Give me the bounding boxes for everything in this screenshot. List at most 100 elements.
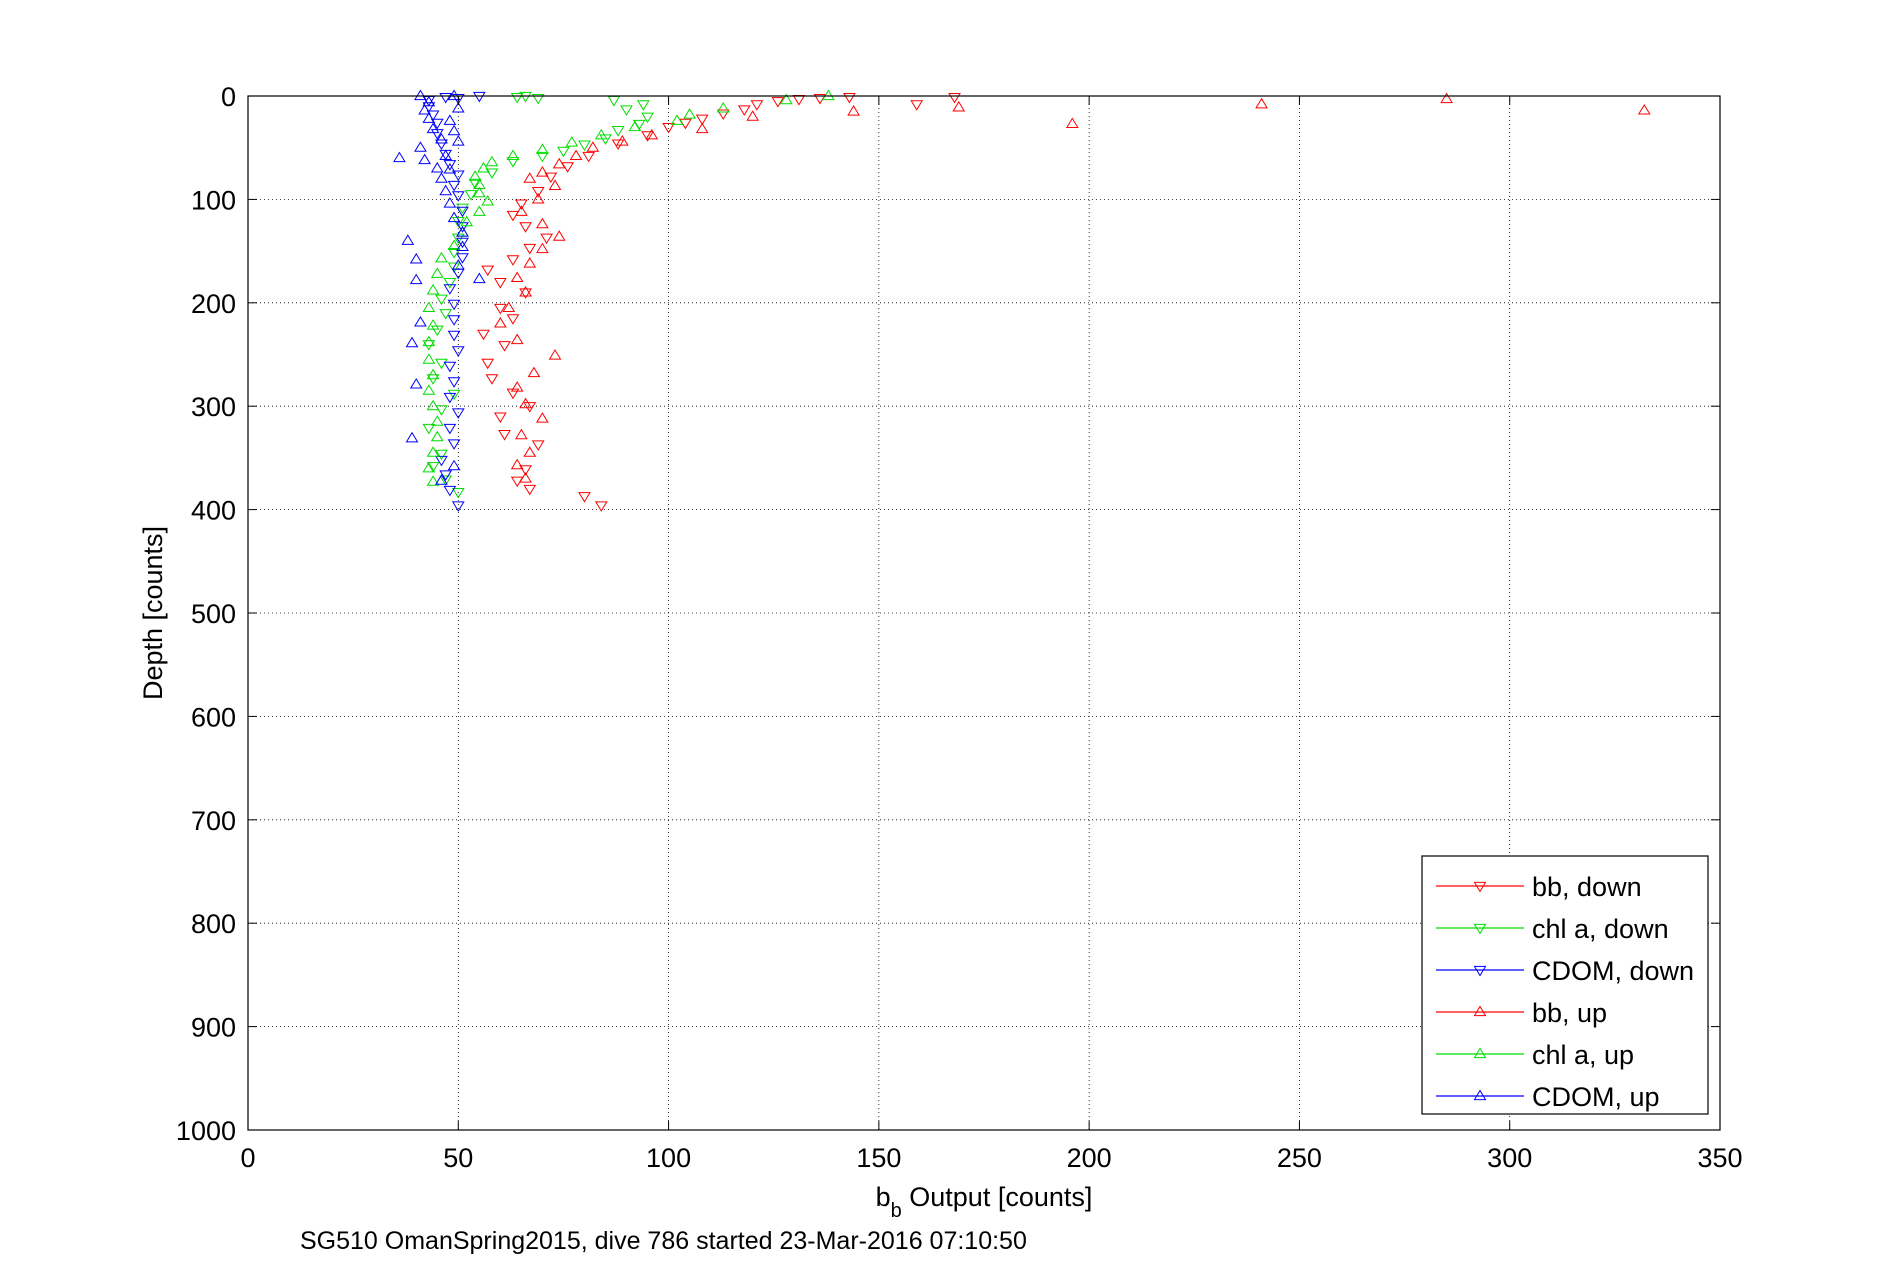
data-point	[422, 384, 436, 395]
data-point	[523, 172, 537, 183]
data-point	[641, 112, 654, 124]
data-point	[493, 278, 507, 289]
legend-box	[1421, 855, 1709, 1115]
data-point	[695, 114, 709, 126]
data-point	[519, 465, 532, 476]
data-point	[456, 253, 469, 264]
figure-caption: SG510 OmanSpring2015, dive 786 started 2…	[300, 1227, 1027, 1255]
data-point	[435, 294, 448, 306]
data-point	[552, 157, 566, 169]
legend-item: bb, down	[1436, 872, 1642, 902]
data-point	[418, 104, 432, 115]
legend: bb, down chl a, down CDOM, down bb, up chl a…	[1421, 855, 1709, 1115]
data-point	[447, 89, 461, 101]
data-point	[472, 205, 486, 216]
y-tick-label: 900	[191, 1013, 236, 1043]
data-point	[536, 143, 549, 154]
data-point	[426, 122, 440, 134]
data-point	[435, 358, 448, 370]
data-point	[481, 265, 495, 277]
data-point	[523, 243, 537, 255]
legend-marker	[1473, 1089, 1487, 1101]
data-point	[498, 430, 511, 441]
data-point	[548, 179, 562, 191]
data-point	[582, 151, 596, 163]
y-tick-label: 500	[191, 599, 236, 629]
data-point	[451, 191, 465, 202]
data-point	[746, 110, 760, 121]
legend-item: CDOM, up	[1436, 1082, 1660, 1112]
data-point	[426, 399, 440, 411]
data-point	[578, 492, 591, 503]
legend-label: bb, down	[1532, 872, 1642, 902]
data-point	[451, 501, 465, 512]
data-point	[481, 195, 495, 206]
axis-ticks: 0 50 100 150 200 250 300 350 0 100 200 300 400 500 600…	[176, 82, 1743, 1173]
data-point	[447, 262, 461, 274]
x-tick-label: 250	[1277, 1143, 1322, 1173]
data-point	[464, 190, 478, 201]
x-axis-label-subscript: b	[891, 1200, 902, 1222]
data-point	[485, 155, 499, 167]
data-point	[405, 336, 419, 348]
data-point	[847, 105, 861, 116]
data-point	[1637, 104, 1651, 115]
data-point	[443, 284, 457, 295]
legend-label: CDOM, up	[1532, 1082, 1660, 1112]
data-point	[493, 412, 507, 424]
data-point	[422, 340, 436, 351]
data-point	[531, 187, 545, 198]
data-point	[430, 267, 444, 278]
data-point	[447, 124, 461, 136]
data-point	[447, 315, 461, 326]
x-axis-label: bb Output [counts]	[876, 1182, 1093, 1222]
data-point	[422, 353, 436, 364]
data-point	[481, 358, 495, 370]
data-point	[531, 192, 545, 204]
data-point	[510, 92, 524, 104]
data-point	[472, 272, 486, 284]
data-point	[443, 197, 457, 208]
data-point	[910, 100, 924, 111]
data-point	[409, 252, 423, 264]
legend-marker	[1473, 881, 1487, 893]
x-tick-label: 300	[1487, 1143, 1532, 1173]
data-point	[443, 485, 457, 497]
data-point	[451, 101, 465, 113]
x-tick-label: 0	[240, 1143, 255, 1173]
data-point	[426, 446, 440, 457]
data-point	[447, 299, 461, 311]
y-tick-label: 1000	[176, 1116, 236, 1146]
series-3	[493, 92, 1651, 483]
legend-item: chl a, down	[1436, 914, 1669, 944]
data-point	[447, 389, 461, 401]
data-point	[1255, 97, 1268, 109]
data-point	[456, 206, 469, 218]
data-point	[506, 149, 520, 161]
data-point	[670, 114, 684, 125]
data-point	[430, 430, 444, 442]
series-4	[422, 89, 835, 486]
data-point	[472, 186, 486, 198]
data-point	[456, 203, 469, 215]
data-point	[393, 151, 406, 163]
data-point	[737, 105, 751, 116]
data-point	[451, 135, 465, 146]
data-point	[779, 93, 793, 105]
data-point	[435, 172, 448, 183]
data-point	[447, 239, 461, 251]
data-point	[435, 449, 448, 461]
data-point	[502, 301, 516, 313]
data-point	[493, 303, 507, 315]
data-point	[430, 118, 444, 130]
data-point	[594, 128, 608, 140]
data-point	[430, 415, 444, 426]
data-point	[565, 136, 579, 147]
legend-label: bb, up	[1532, 998, 1607, 1028]
data-point	[447, 330, 461, 342]
data-point	[519, 285, 532, 297]
data-point	[510, 333, 524, 345]
data-point	[460, 215, 474, 227]
data-point	[405, 431, 419, 443]
y-tick-label: 300	[191, 392, 236, 422]
